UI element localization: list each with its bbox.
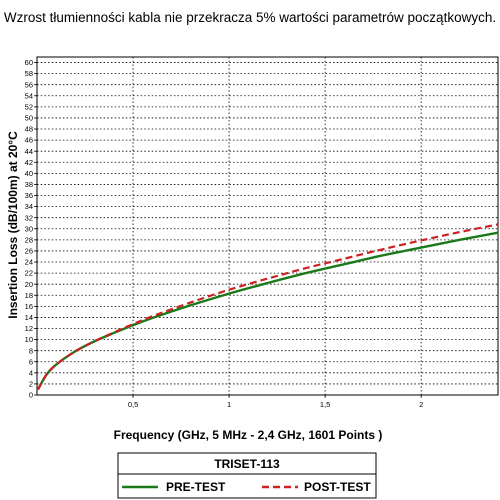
- grid-lines: [37, 57, 498, 395]
- x-tick-label: 2: [419, 400, 423, 409]
- y-tick-label: 14: [25, 313, 33, 322]
- y-tick-label: 12: [25, 324, 33, 333]
- y-tick-label: 56: [25, 80, 33, 89]
- y-tick-label: 20: [25, 280, 33, 289]
- y-tick-label: 4: [29, 368, 33, 377]
- y-tick-label: 0: [29, 391, 33, 400]
- y-tick-label: 18: [25, 291, 33, 300]
- legend-frame: [117, 452, 377, 499]
- y-tick-label: 10: [25, 335, 33, 344]
- series-line-post-test: [37, 223, 499, 391]
- y-tick-label: 28: [25, 235, 33, 244]
- series-lines: [36, 223, 499, 391]
- y-tick-label: 60: [25, 58, 33, 67]
- y-tick-label: 16: [25, 302, 33, 311]
- legend: TRISET-113 PRE-TEST POST-TEST: [117, 452, 377, 499]
- y-tick-label: 36: [25, 191, 33, 200]
- y-tick-label: 42: [25, 158, 33, 167]
- y-tick-label: 38: [25, 180, 33, 189]
- y-axis-ticks: 0246810121416182022242628303234363840424…: [25, 58, 37, 400]
- figure-caption: Wzrost tłumienności kabla nie przekracza…: [3, 10, 497, 25]
- y-tick-label: 30: [25, 224, 33, 233]
- plot-area-frame: [36, 56, 499, 396]
- x-axis-ticks: 0,5 1 1,5 2: [128, 395, 423, 409]
- y-tick-label: 8: [29, 346, 33, 355]
- legend-label-post-test: POST-TEST: [304, 480, 371, 494]
- y-tick-label: 50: [25, 114, 33, 123]
- y-tick-label: 32: [25, 213, 33, 222]
- y-tick-label: 52: [25, 102, 33, 111]
- x-tick-label: 1: [227, 400, 231, 409]
- y-tick-label: 2: [29, 380, 33, 389]
- y-axis-label: Insertion Loss (dB/100m) at 20°C: [6, 131, 20, 319]
- y-tick-label: 48: [25, 125, 33, 134]
- series-line-pre-test: [36, 231, 499, 391]
- y-tick-label: 6: [29, 357, 33, 366]
- y-tick-label: 22: [25, 269, 33, 278]
- x-axis-label: Frequency (GHz, 5 MHz - 2,4 GHz, 1601 Po…: [114, 428, 383, 442]
- y-tick-label: 26: [25, 247, 33, 256]
- x-tick-label: 1,5: [320, 400, 330, 409]
- y-tick-label: 54: [25, 91, 33, 100]
- x-tick-label: 0,5: [128, 400, 138, 409]
- legend-label-pre-test: PRE-TEST: [166, 480, 226, 494]
- y-tick-label: 34: [25, 202, 33, 211]
- y-tick-label: 58: [25, 69, 33, 78]
- y-tick-label: 46: [25, 136, 33, 145]
- legend-title: TRISET-113: [214, 457, 280, 471]
- y-tick-label: 44: [25, 147, 33, 156]
- y-tick-label: 40: [25, 169, 33, 178]
- y-tick-label: 24: [25, 258, 33, 267]
